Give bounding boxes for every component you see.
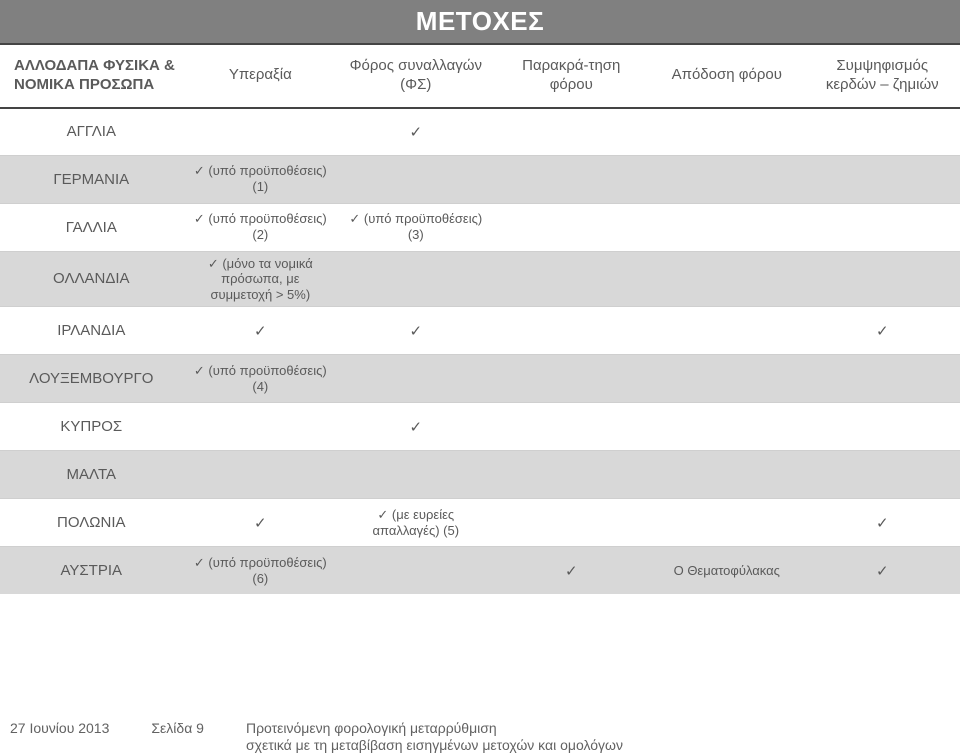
table-row: ΙΡΛΑΝΔΙΑ✓✓✓	[0, 306, 960, 354]
cell	[183, 107, 338, 155]
row-label: ΑΓΓΛΙΑ	[0, 107, 183, 155]
cell	[805, 203, 960, 251]
row-label: ΛΟΥΞΕΜΒΟΥΡΓΟ	[0, 354, 183, 402]
cell	[338, 155, 493, 203]
cell	[649, 450, 804, 498]
table-header-row: ΑΛΛΟΔΑΠΑ ΦΥΣΙΚΑ & ΝΟΜΙΚΑ ΠΡΟΣΩΠΑ Υπεραξί…	[0, 43, 960, 107]
col-header-c3: Παρακρά-τηση φόρου	[494, 43, 649, 107]
cell	[494, 155, 649, 203]
tax-table: ΑΛΛΟΔΑΠΑ ΦΥΣΙΚΑ & ΝΟΜΙΚΑ ΠΡΟΣΩΠΑ Υπεραξί…	[0, 43, 960, 594]
cell: ✓	[805, 498, 960, 546]
table-row: ΛΟΥΞΕΜΒΟΥΡΓΟ✓ (υπό προϋποθέσεις) (4)	[0, 354, 960, 402]
cell	[494, 354, 649, 402]
cell	[494, 402, 649, 450]
col-header-c5: Συμψηφισμός κερδών – ζημιών	[805, 43, 960, 107]
footer-note-1: Προτεινόμενη φορολογική μεταρρύθμιση	[246, 720, 950, 736]
col-header-c4: Απόδοση φόρου	[649, 43, 804, 107]
cell	[805, 251, 960, 307]
cell: ✓ (υπό προϋποθέσεις) (1)	[183, 155, 338, 203]
cell: ✓ (υπό προϋποθέσεις) (2)	[183, 203, 338, 251]
row-label: ΜΑΛΤΑ	[0, 450, 183, 498]
table-row: ΓΕΡΜΑΝΙΑ✓ (υπό προϋποθέσεις) (1)	[0, 155, 960, 203]
cell	[649, 155, 804, 203]
cell	[338, 354, 493, 402]
row-label: ΟΛΛΑΝΔΙΑ	[0, 251, 183, 307]
cell	[338, 450, 493, 498]
page-title: ΜΕΤΟΧΕΣ	[0, 0, 960, 43]
table-row: ΑΓΓΛΙΑ ✓	[0, 107, 960, 155]
footer-note-2: σχετικά με τη μεταβίβαση εισηγμένων μετο…	[246, 736, 950, 756]
cell	[649, 107, 804, 155]
cell	[494, 450, 649, 498]
footer-page: Σελίδα 9	[151, 720, 204, 756]
cell	[183, 450, 338, 498]
table-row: ΚΥΠΡΟΣ ✓	[0, 402, 960, 450]
table-row: ΑΥΣΤΡΙΑ✓ (υπό προϋποθέσεις) (6) ✓Ο Θεματο…	[0, 546, 960, 594]
col-header-c2: Φόρος συναλλαγών (ΦΣ)	[338, 43, 493, 107]
col-header-c1: Υπεραξία	[183, 43, 338, 107]
cell: ✓	[805, 546, 960, 594]
table-row: ΟΛΛΑΝΔΙΑ✓ (μόνο τα νομικά πρόσωπα, με συ…	[0, 251, 960, 307]
cell	[338, 546, 493, 594]
cell: ✓ (υπό προϋποθέσεις) (6)	[183, 546, 338, 594]
cell: ✓	[338, 402, 493, 450]
cell: ✓ (υπό προϋποθέσεις) (4)	[183, 354, 338, 402]
page-footer: 27 Ιουνίου 2013 Σελίδα 9 Προτεινόμενη φο…	[0, 712, 960, 756]
footer-date: 27 Ιουνίου 2013	[10, 720, 109, 756]
cell: ✓ (υπό προϋποθέσεις) (3)	[338, 203, 493, 251]
cell	[649, 402, 804, 450]
cell: ✓ (με ευρείες απαλλαγές) (5)	[338, 498, 493, 546]
cell	[805, 450, 960, 498]
cell	[805, 402, 960, 450]
row-label: ΓΑΛΛΙΑ	[0, 203, 183, 251]
cell: ✓	[183, 498, 338, 546]
row-label: ΓΕΡΜΑΝΙΑ	[0, 155, 183, 203]
table-row: ΠΟΛΩΝΙΑ✓✓ (με ευρείες απαλλαγές) (5)✓	[0, 498, 960, 546]
cell: Ο Θεματοφύλακας	[649, 546, 804, 594]
cell	[805, 107, 960, 155]
cell	[649, 498, 804, 546]
cell: ✓ (μόνο τα νομικά πρόσωπα, με συμμετοχή …	[183, 251, 338, 307]
cell	[338, 251, 493, 307]
col-header-label: ΑΛΛΟΔΑΠΑ ΦΥΣΙΚΑ & ΝΟΜΙΚΑ ΠΡΟΣΩΠΑ	[0, 43, 183, 107]
row-label: ΑΥΣΤΡΙΑ	[0, 546, 183, 594]
cell	[805, 354, 960, 402]
cell: ✓	[338, 306, 493, 354]
cell: ✓	[805, 306, 960, 354]
cell	[649, 251, 804, 307]
cell: ✓	[494, 546, 649, 594]
cell	[649, 306, 804, 354]
cell: ✓	[183, 306, 338, 354]
cell: ✓	[338, 107, 493, 155]
cell	[649, 203, 804, 251]
row-label: ΚΥΠΡΟΣ	[0, 402, 183, 450]
cell	[494, 251, 649, 307]
cell	[649, 354, 804, 402]
row-label: ΙΡΛΑΝΔΙΑ	[0, 306, 183, 354]
table-row: ΓΑΛΛΙΑ✓ (υπό προϋποθέσεις) (2)✓ (υπό προ…	[0, 203, 960, 251]
cell	[805, 155, 960, 203]
cell	[494, 203, 649, 251]
cell	[494, 306, 649, 354]
cell	[494, 107, 649, 155]
table-row: ΜΑΛΤΑ	[0, 450, 960, 498]
cell	[183, 402, 338, 450]
cell	[494, 498, 649, 546]
row-label: ΠΟΛΩΝΙΑ	[0, 498, 183, 546]
